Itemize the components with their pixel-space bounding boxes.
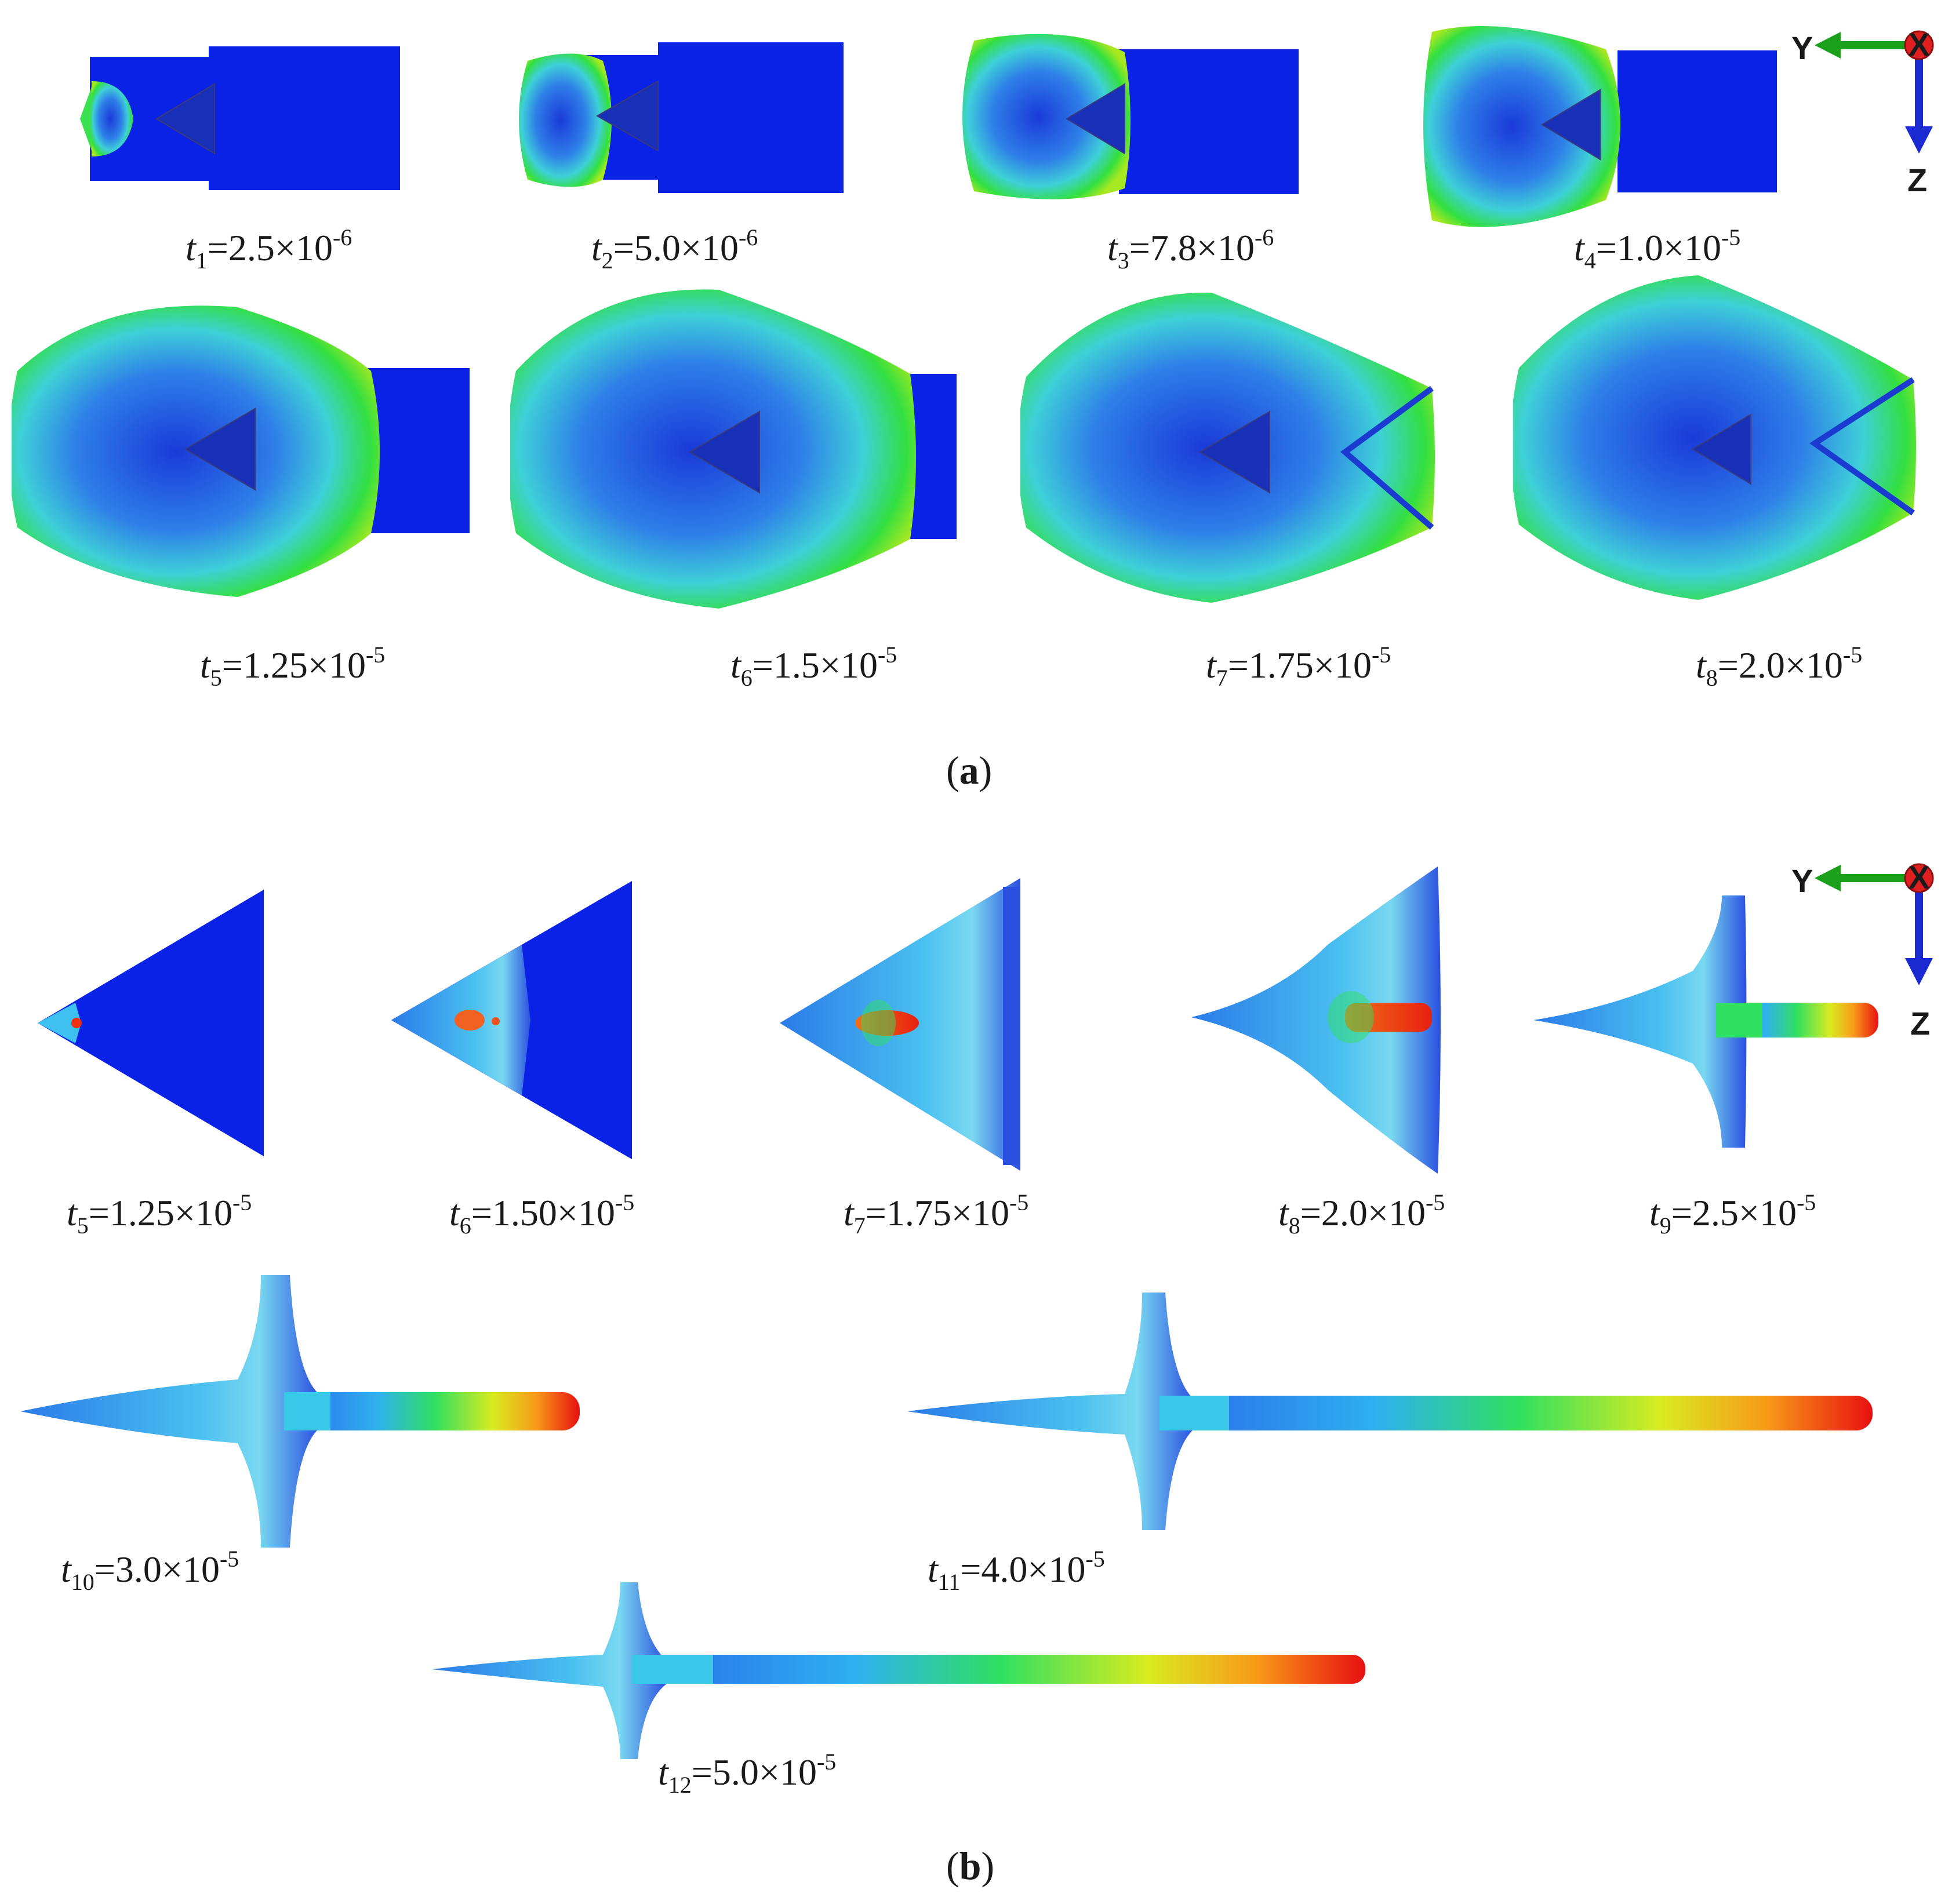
axis-triad-b: X Y Z [1791,859,1934,1040]
caption-b12: t12=5.0×10-5 [658,1749,837,1798]
axis-y-label: Y [1791,30,1813,66]
caption-a6: t6=1.5×10-5 [730,642,897,691]
sim-frame-a1 [80,46,400,190]
caption-a5: t5=1.25×10-5 [200,642,386,691]
sim-frame-a5 [12,305,470,597]
caption-a3: t3=7.8×10-6 [1107,224,1274,274]
axis-z-label: Z [1907,162,1927,198]
axis-z-label: Z [1910,1005,1930,1040]
sim-frame-b7 [780,878,1020,1171]
axis-triad-a: X Y Z [1791,26,1934,198]
caption-b11: t11=4.0×10-5 [928,1546,1105,1595]
sim-frame-a3 [962,34,1299,199]
panel-a-label: (a) [946,748,993,792]
sim-frame-a8 [1513,275,1916,600]
sim-frame-b12 [432,1582,1365,1759]
panel-b-label: (b) [946,1844,995,1888]
sim-frame-b10 [20,1275,580,1548]
sim-frame-b6 [391,881,632,1159]
sim-frame-b11 [907,1293,1873,1530]
caption-a4: t4=1.0×10-5 [1574,224,1741,274]
caption-b9: t9=2.5×10-5 [1649,1189,1816,1239]
sim-frame-a7 [1020,292,1435,603]
caption-b7: t7=1.75×10-5 [844,1189,1029,1239]
sim-frame-b8 [1191,867,1441,1174]
caption-a7: t7=1.75×10-5 [1206,642,1391,691]
caption-b8: t8=2.0×10-5 [1278,1189,1445,1239]
sim-frame-a4 [1423,26,1777,227]
caption-a1: t1=2.5×10-6 [186,224,352,274]
sim-frame-b9 [1533,895,1878,1148]
caption-b10: t10=3.0×10-5 [61,1546,239,1595]
sim-frame-b5 [38,890,264,1156]
sim-frame-a6 [510,289,957,609]
caption-b5: t5=1.25×10-5 [67,1189,252,1239]
axis-y-label: Y [1791,862,1813,899]
caption-a8: t8=2.0×10-5 [1696,642,1863,691]
axis-x-label: X [1908,26,1929,63]
caption-a2: t2=5.0×10-6 [591,224,758,274]
axis-x-label: X [1908,859,1929,895]
sim-frame-a2 [519,42,844,193]
caption-b6: t6=1.50×10-5 [449,1189,635,1239]
